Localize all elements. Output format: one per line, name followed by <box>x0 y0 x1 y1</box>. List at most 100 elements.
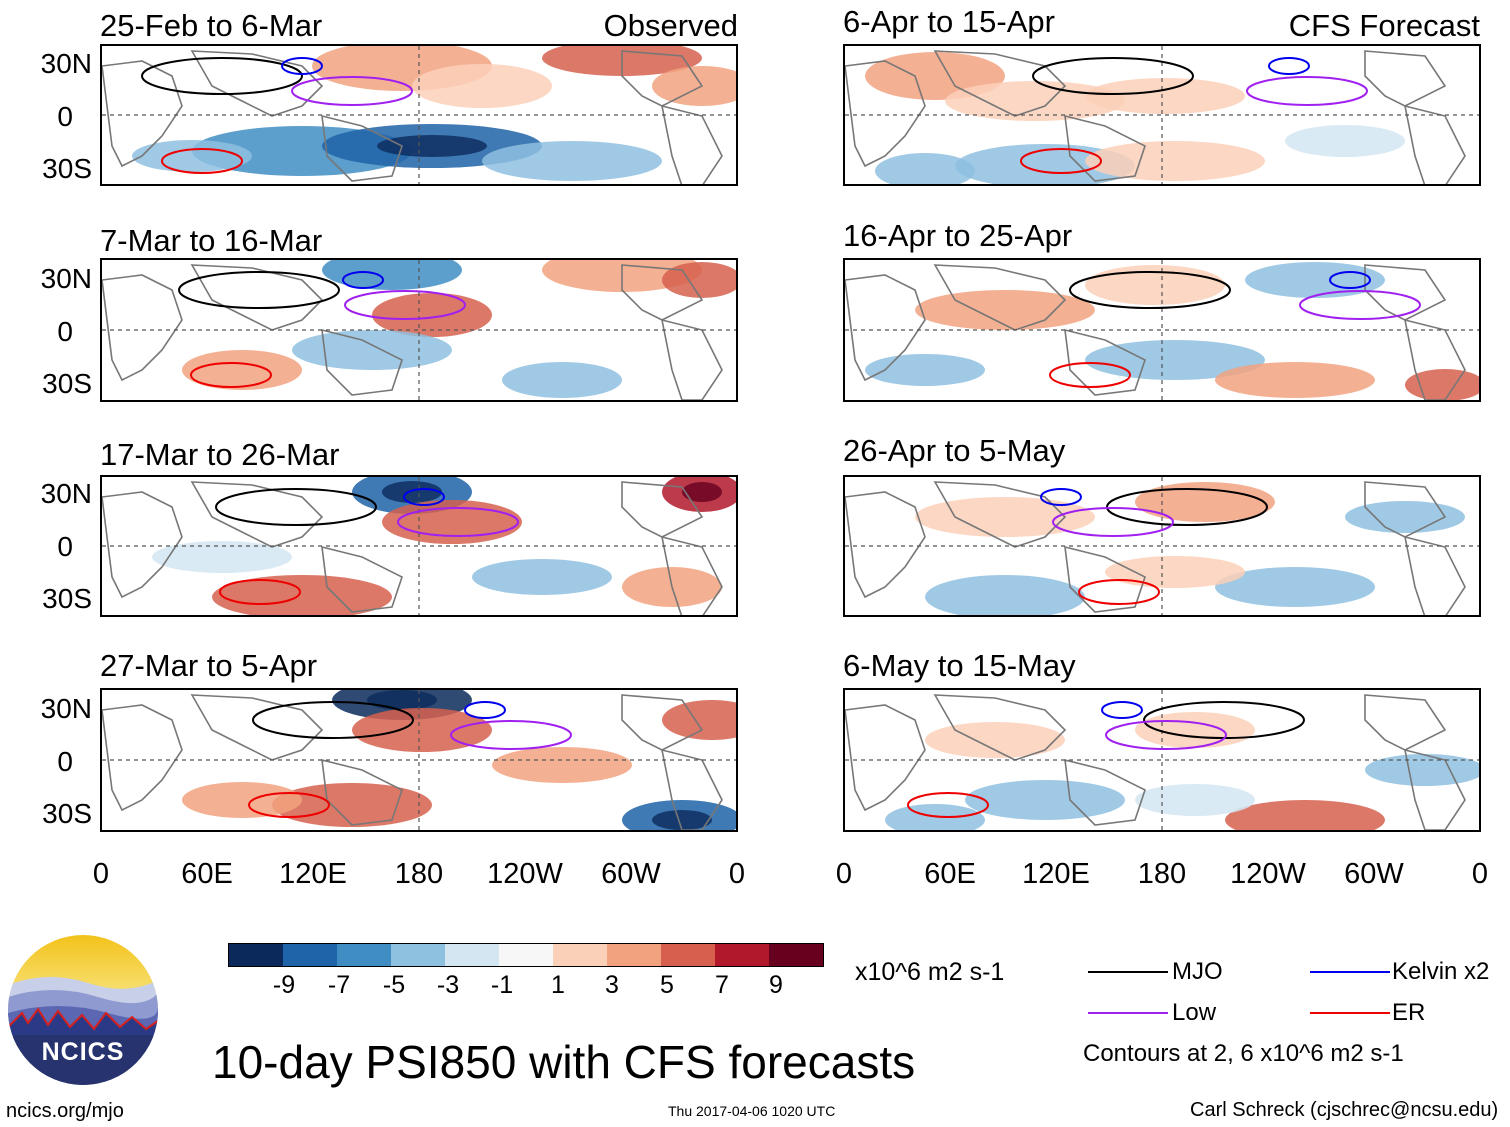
anomaly-blob <box>1135 712 1255 748</box>
coastline <box>845 60 926 168</box>
colorbar-tick: -1 <box>490 971 514 999</box>
map-field <box>102 260 736 400</box>
map-field <box>845 260 1479 400</box>
panel-title: 25-Feb to 6-Mar <box>100 8 323 43</box>
anomaly-blob <box>945 81 1125 121</box>
coastline <box>933 50 1067 117</box>
colorbar-swatch <box>661 944 715 966</box>
lon-label: 180 <box>394 858 444 890</box>
coastline <box>321 114 403 182</box>
colorbar-tick: -3 <box>436 971 460 999</box>
anomaly-blob <box>472 559 612 595</box>
cfs-forecast-label: CFS Forecast <box>1288 8 1480 43</box>
legend-label-er: ER <box>1392 999 1426 1026</box>
anomaly-blob <box>382 500 522 544</box>
panel-title: 26-Apr to 5-May <box>843 433 1066 468</box>
contour-kelvin-x2 <box>281 57 323 75</box>
anomaly-blob <box>1085 78 1245 114</box>
panel-title: 6-Apr to 15-Apr <box>843 4 1055 39</box>
map-field <box>102 46 736 184</box>
contour-er <box>907 792 989 818</box>
contour-mjo <box>1069 271 1231 309</box>
anomaly-blob <box>915 290 1095 330</box>
anomaly-blob <box>1245 262 1385 298</box>
lat-label: 30N <box>40 263 92 294</box>
timestamp: Thu 2017-04-06 1020 UTC <box>668 1103 836 1119</box>
contour-mjo <box>1106 488 1268 526</box>
colorbar-tick: -5 <box>382 971 406 999</box>
lat-label: 30S <box>42 368 92 399</box>
colorbar-swatch <box>607 944 661 966</box>
lon-label: 0 <box>728 858 746 890</box>
anomaly-blob <box>875 153 975 184</box>
contour-kelvin-x2 <box>1268 57 1310 75</box>
coastline <box>1403 104 1466 184</box>
coastline <box>102 274 183 382</box>
coastline <box>845 274 926 382</box>
anomaly-blob <box>1085 340 1265 380</box>
colorbar-tick: 9 <box>769 971 783 999</box>
anomaly-core <box>377 135 487 157</box>
map-field <box>102 477 736 615</box>
colorbar-swatch <box>553 944 607 966</box>
anomaly-blob <box>182 782 302 818</box>
coastline <box>102 704 183 812</box>
map-panel <box>843 44 1481 186</box>
anomaly-core <box>367 690 437 710</box>
anomaly-blob <box>1085 141 1265 181</box>
contour-low <box>397 507 519 537</box>
colorbar-tick: 3 <box>605 971 619 999</box>
lat-label: 30N <box>40 693 92 724</box>
lon-label: 120W <box>487 858 563 890</box>
lon-label: 0 <box>835 858 853 890</box>
lat-label: 0 <box>57 746 73 777</box>
legend-label-low: Low <box>1172 999 1217 1026</box>
contour-er <box>161 148 243 174</box>
contour-low <box>1052 507 1174 537</box>
contour-mjo <box>215 488 377 526</box>
map-panel <box>100 258 738 402</box>
lat-label: 30S <box>42 153 92 184</box>
source-url[interactable]: ncics.org/mjo <box>6 1100 124 1122</box>
map-panel <box>843 475 1481 617</box>
colorbar-unit: x10^6 m2 s-1 <box>855 958 1005 986</box>
contour-er <box>219 579 301 605</box>
panel-title: 6-May to 15-May <box>843 648 1076 683</box>
anomaly-blob <box>1365 754 1479 786</box>
lon-label: 0 <box>92 858 110 890</box>
contour-kelvin-x2 <box>1329 271 1371 289</box>
anomaly-blob <box>965 780 1125 820</box>
map-panel <box>100 688 738 832</box>
map-field <box>102 690 736 830</box>
contour-kelvin-x2 <box>464 701 506 719</box>
colorbar-tick: -9 <box>272 971 296 999</box>
map-panel <box>100 475 738 617</box>
contour-low <box>291 76 413 106</box>
coastline <box>190 50 324 117</box>
colorbar-tick: 5 <box>660 971 674 999</box>
anomaly-blob <box>492 747 632 783</box>
contour-mjo <box>1032 57 1194 95</box>
colorbar-swatch <box>715 944 769 966</box>
legend-line-er <box>1310 1012 1390 1014</box>
lon-label: 60W <box>601 858 661 890</box>
anomaly-blob <box>865 354 985 386</box>
lat-label: 0 <box>57 531 73 562</box>
colorbar <box>228 943 824 967</box>
colorbar-swatch <box>337 944 391 966</box>
contour-er <box>248 792 330 818</box>
contour-er <box>1078 579 1160 605</box>
lat-label: 0 <box>57 101 73 132</box>
coastline <box>933 481 1067 548</box>
anomaly-blob <box>662 262 736 298</box>
coastline <box>102 60 183 168</box>
map-panel <box>843 258 1481 402</box>
anomaly-blob <box>1225 800 1385 830</box>
colorbar-tick: 7 <box>715 971 729 999</box>
anomaly-blob <box>292 330 452 370</box>
map-panel <box>843 688 1481 832</box>
contour-kelvin-x2 <box>403 488 445 506</box>
panel-title: 27-Mar to 5-Apr <box>100 648 318 683</box>
contour-er <box>1020 148 1102 174</box>
lat-label: 30N <box>40 48 92 79</box>
